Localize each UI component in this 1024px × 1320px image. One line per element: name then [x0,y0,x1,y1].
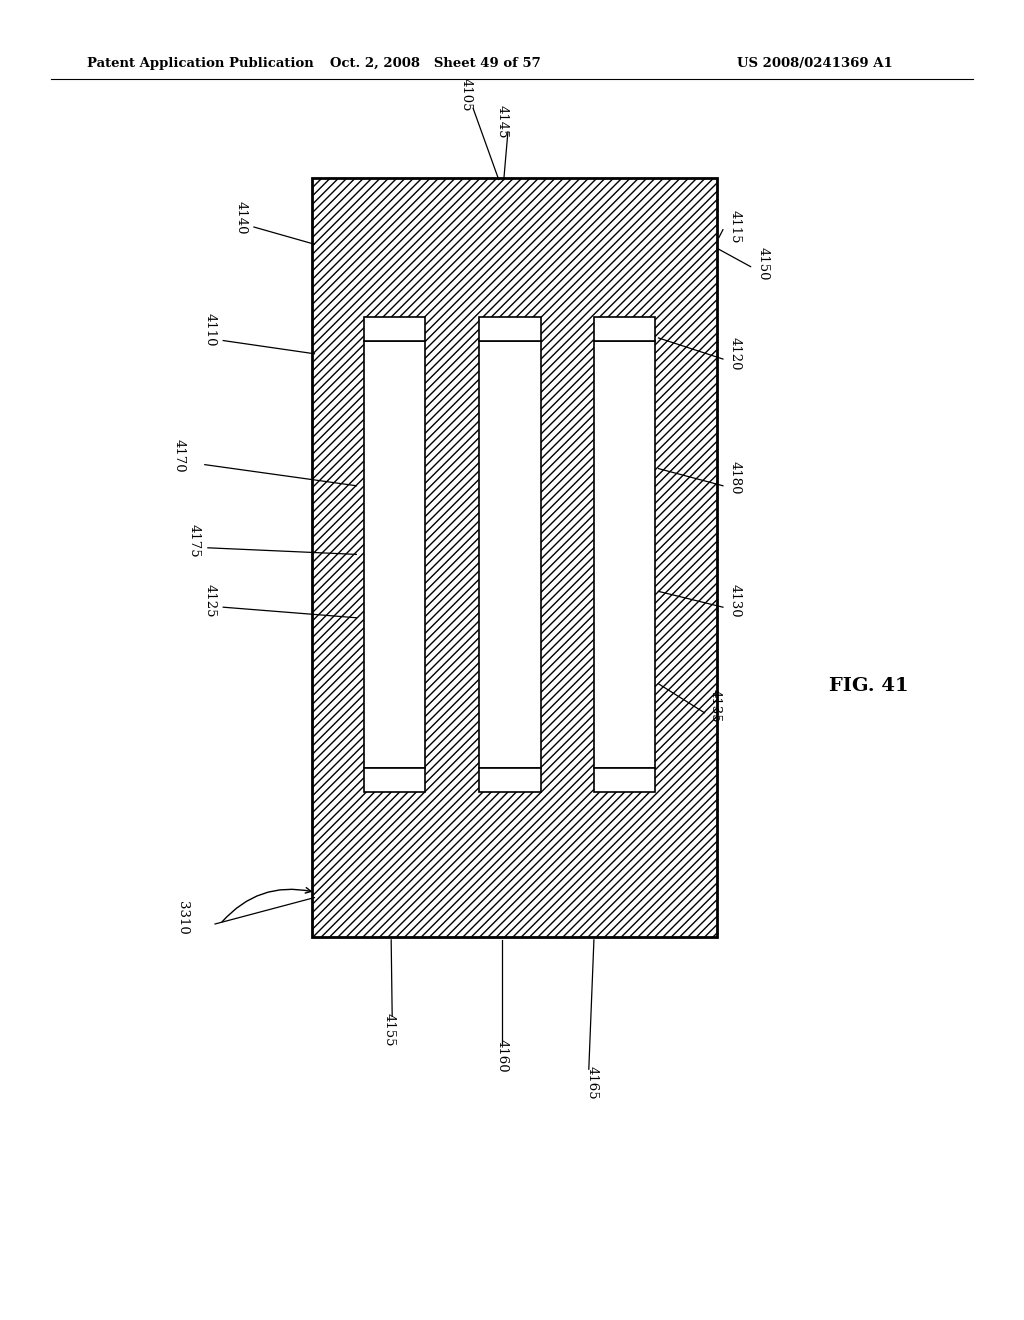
Text: 4130: 4130 [729,583,741,618]
Bar [479,768,541,792]
Text: 4155: 4155 [383,1012,395,1047]
Text: 4165: 4165 [586,1065,598,1100]
Bar [479,317,541,341]
Text: 4150: 4150 [757,247,769,281]
Text: Oct. 2, 2008   Sheet 49 of 57: Oct. 2, 2008 Sheet 49 of 57 [330,57,541,70]
Text: 4180: 4180 [729,461,741,495]
Text: 4175: 4175 [188,524,201,558]
Text: 4140: 4140 [234,201,247,235]
Text: 4125: 4125 [204,583,216,618]
Bar [594,341,655,768]
Text: 4105: 4105 [460,78,472,112]
Text: 4120: 4120 [729,337,741,371]
Bar [594,768,655,792]
Bar [364,317,425,341]
Text: 4115: 4115 [729,210,741,244]
Bar [364,768,425,792]
Text: 3310: 3310 [176,900,188,935]
Bar [479,341,541,768]
Text: FIG. 41: FIG. 41 [829,677,909,696]
Text: 4135: 4135 [709,689,721,723]
Text: Patent Application Publication: Patent Application Publication [87,57,313,70]
Text: 4160: 4160 [496,1039,508,1073]
Text: 4145: 4145 [496,104,508,139]
Text: 4110: 4110 [204,313,216,347]
Text: US 2008/0241369 A1: US 2008/0241369 A1 [737,57,893,70]
Text: 4170: 4170 [173,438,185,473]
Bar [364,341,425,768]
Bar [594,317,655,341]
Bar [312,178,717,937]
